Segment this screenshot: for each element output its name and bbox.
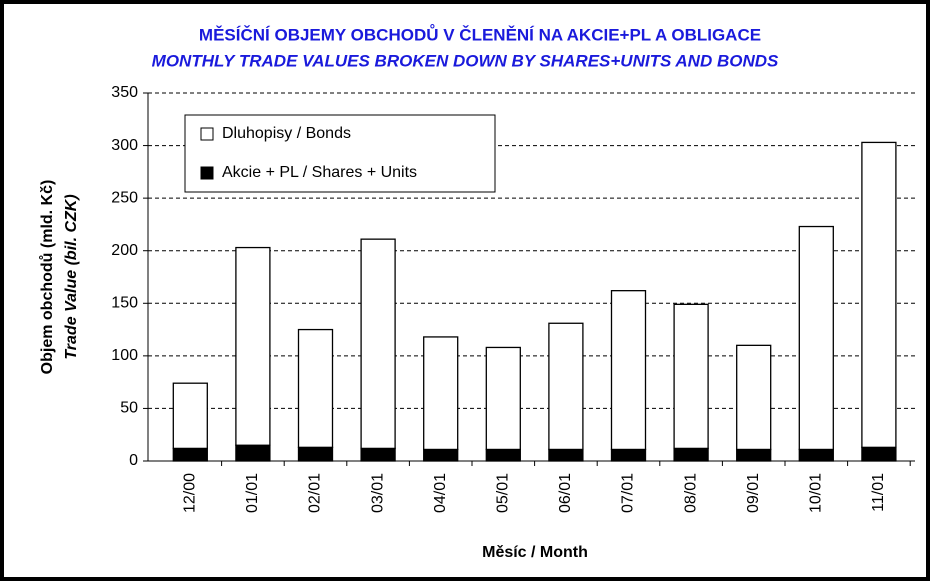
- y-tick-label: 250: [111, 189, 138, 206]
- y-tick-label: 50: [120, 400, 138, 417]
- y-tick-label: 0: [129, 452, 138, 469]
- x-tick-label: 02/01: [307, 473, 324, 513]
- x-tick-label: 12/00: [182, 473, 199, 513]
- y-tick-label: 350: [111, 84, 138, 101]
- bar-segment: [360, 447, 396, 462]
- chart-title: MĚSÍČNÍ OBJEMY OBCHODŮ V ČLENĚNÍ NA AKCI…: [199, 24, 761, 44]
- bar-segment: [360, 238, 396, 450]
- bar-segment: [610, 448, 647, 462]
- bar-segment: [172, 382, 208, 450]
- x-tick-label: 05/01: [495, 473, 512, 513]
- x-tick-label: 09/01: [745, 473, 762, 513]
- bar-segment: [548, 322, 584, 451]
- bar-segment: [673, 447, 709, 462]
- y-tick-label: 300: [111, 137, 138, 154]
- bar-segment: [798, 448, 834, 462]
- y-axis-label: Trade Value (bil. CZK): [63, 194, 80, 359]
- bar-segment: [297, 328, 334, 448]
- chart-subtitle: MONTHLY TRADE VALUES BROKEN DOWN BY SHAR…: [152, 51, 779, 70]
- bar-segment: [172, 447, 208, 462]
- bar-segment: [235, 444, 271, 462]
- legend-swatch: [200, 127, 214, 141]
- x-tick-label: 10/01: [808, 473, 825, 513]
- bar-segment: [485, 448, 521, 462]
- x-tick-label: 01/01: [244, 473, 261, 513]
- bar-segment: [548, 448, 584, 462]
- bar-segment: [798, 225, 834, 451]
- bar-segment: [736, 448, 772, 462]
- x-tick-label: 06/01: [557, 473, 574, 513]
- bar-segment: [673, 303, 709, 450]
- x-axis-label: Měsíc / Month: [482, 544, 588, 561]
- y-axis-label: Objem obchodů (mld. Kč): [39, 180, 56, 375]
- bar-segment: [423, 336, 459, 451]
- legend: [184, 114, 496, 193]
- bar-segment: [736, 344, 772, 451]
- y-tick-label: 100: [111, 347, 138, 364]
- y-tick-label: 200: [111, 242, 138, 259]
- bar-segment: [485, 346, 521, 451]
- x-tick-label: 08/01: [682, 473, 699, 513]
- bar-segment: [297, 446, 334, 462]
- bar-segment: [861, 141, 897, 448]
- x-tick-label: 04/01: [432, 473, 449, 513]
- x-tick-label: 03/01: [369, 473, 386, 513]
- legend-swatch: [200, 166, 214, 180]
- bar-segment: [235, 246, 271, 446]
- x-tick-label: 11/01: [870, 473, 887, 512]
- legend-label: Akcie + PL / Shares + Units: [222, 164, 417, 181]
- bar-segment: [861, 446, 897, 462]
- y-tick-label: 150: [111, 295, 138, 312]
- bar-segment: [610, 290, 647, 451]
- bar-segment: [423, 448, 459, 462]
- x-tick-label: 07/01: [620, 473, 637, 513]
- legend-label: Dluhopisy / Bonds: [222, 125, 351, 142]
